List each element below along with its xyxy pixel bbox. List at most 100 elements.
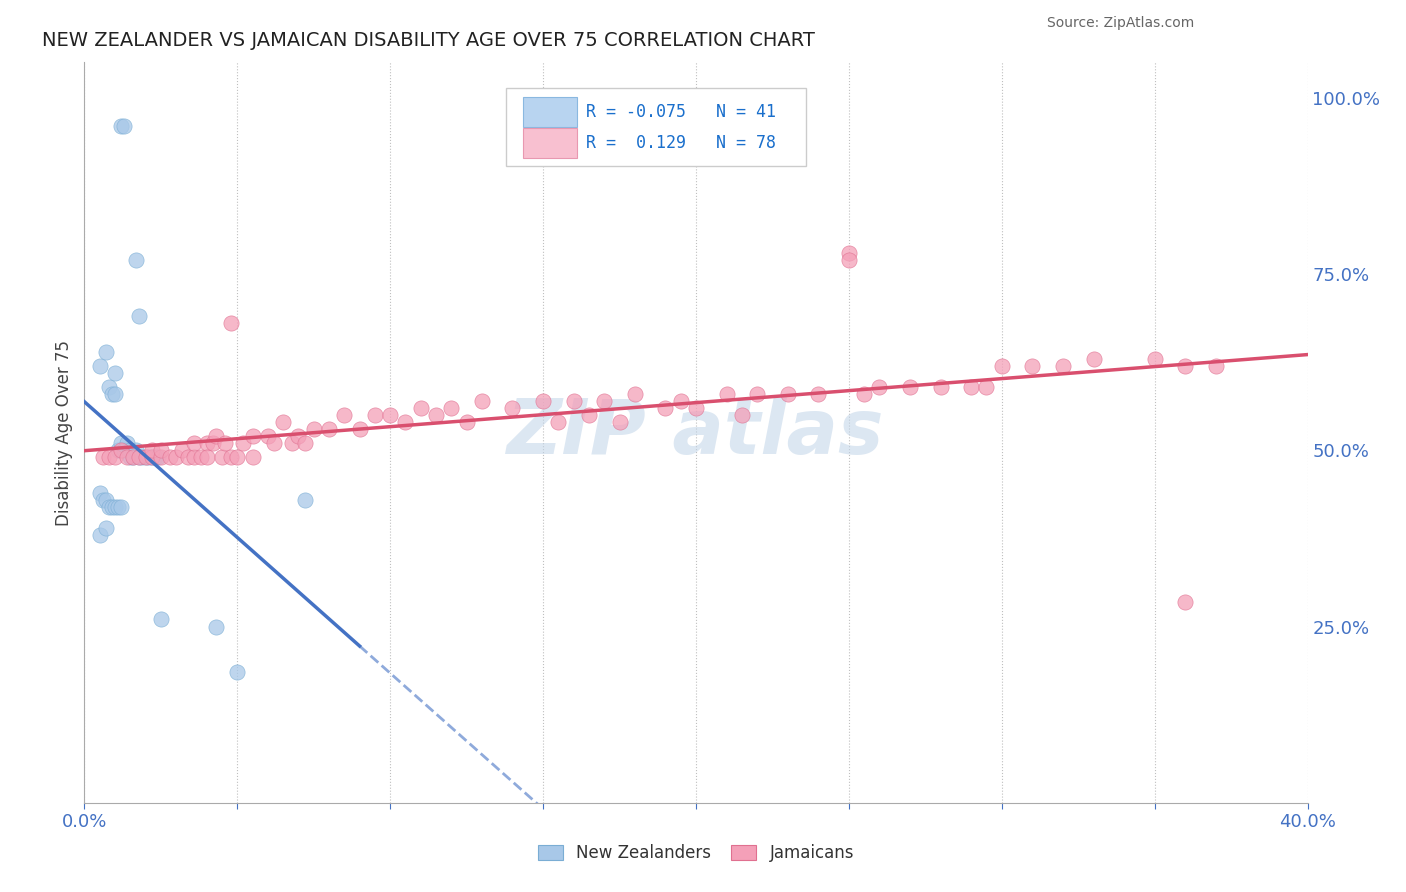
Point [201,436,224,450]
Point [960,380,983,394]
Point [122,450,145,465]
Point [101,500,124,514]
Point [104,500,127,514]
Point [302,422,325,436]
Point [242,450,264,465]
Point [135,450,157,465]
Point [547,415,569,429]
Point [172,443,194,458]
Point [471,393,494,408]
Point [456,415,478,429]
Point [94,521,117,535]
Point [287,429,309,443]
Point [91,492,114,507]
Point [146,450,169,465]
Point [97,380,120,394]
Point [685,401,707,415]
Point [669,393,692,408]
Point [226,665,249,680]
Point [1083,351,1105,366]
Point [128,450,150,465]
Point [807,387,830,401]
Point [869,380,891,394]
Point [120,443,142,458]
Point [1143,351,1166,366]
Point [609,415,631,429]
Point [110,119,132,133]
Point [125,443,148,458]
Point [205,429,228,443]
Point [183,436,205,450]
Point [131,450,153,465]
Point [143,450,166,465]
Point [380,408,402,422]
Point [195,436,218,450]
Point [838,245,860,260]
Point [149,450,172,465]
Point [349,422,371,436]
Point [929,380,952,394]
Point [991,359,1014,373]
Text: R =  0.129   N = 78: R = 0.129 N = 78 [586,134,776,152]
Point [89,528,111,542]
Point [115,450,138,465]
Point [242,429,264,443]
Text: ZIP atlas: ZIP atlas [508,396,884,469]
Point [149,612,172,626]
Point [120,450,142,465]
Point [177,450,200,465]
Point [97,500,120,514]
Point [281,436,304,450]
Point [318,422,340,436]
Point [112,119,135,133]
Point [101,387,124,401]
Text: Source: ZipAtlas.com: Source: ZipAtlas.com [1047,16,1195,29]
Point [125,252,148,267]
Point [853,387,876,401]
Point [394,415,416,429]
Legend: New Zealanders, Jamaicans: New Zealanders, Jamaicans [531,838,860,869]
FancyBboxPatch shape [506,88,806,166]
Point [593,393,616,408]
Point [976,380,998,394]
Point [141,450,163,465]
Point [183,450,205,465]
Text: R = -0.075   N = 41: R = -0.075 N = 41 [586,103,776,120]
Point [91,450,114,465]
Point [104,387,127,401]
Point [112,443,135,458]
Point [716,387,738,401]
Point [89,485,111,500]
Point [107,443,129,458]
Point [165,450,187,465]
Point [1174,595,1197,609]
Point [409,401,432,415]
Point [226,450,249,465]
Point [89,359,111,373]
Point [531,393,554,408]
Point [364,408,387,422]
Point [257,429,280,443]
Point [110,436,132,450]
Point [219,450,242,465]
Point [159,450,181,465]
Point [294,436,316,450]
Point [115,436,138,450]
Point [107,500,129,514]
Point [110,500,132,514]
Point [898,380,921,394]
Point [654,401,676,415]
Point [122,450,145,465]
Point [502,401,524,415]
Point [205,619,228,633]
Point [232,436,254,450]
Point [747,387,769,401]
Point [128,310,150,324]
Point [135,450,157,465]
Point [195,450,218,465]
Point [333,408,356,422]
Point [838,252,860,267]
Point [94,344,117,359]
Point [128,450,150,465]
Point [776,387,799,401]
